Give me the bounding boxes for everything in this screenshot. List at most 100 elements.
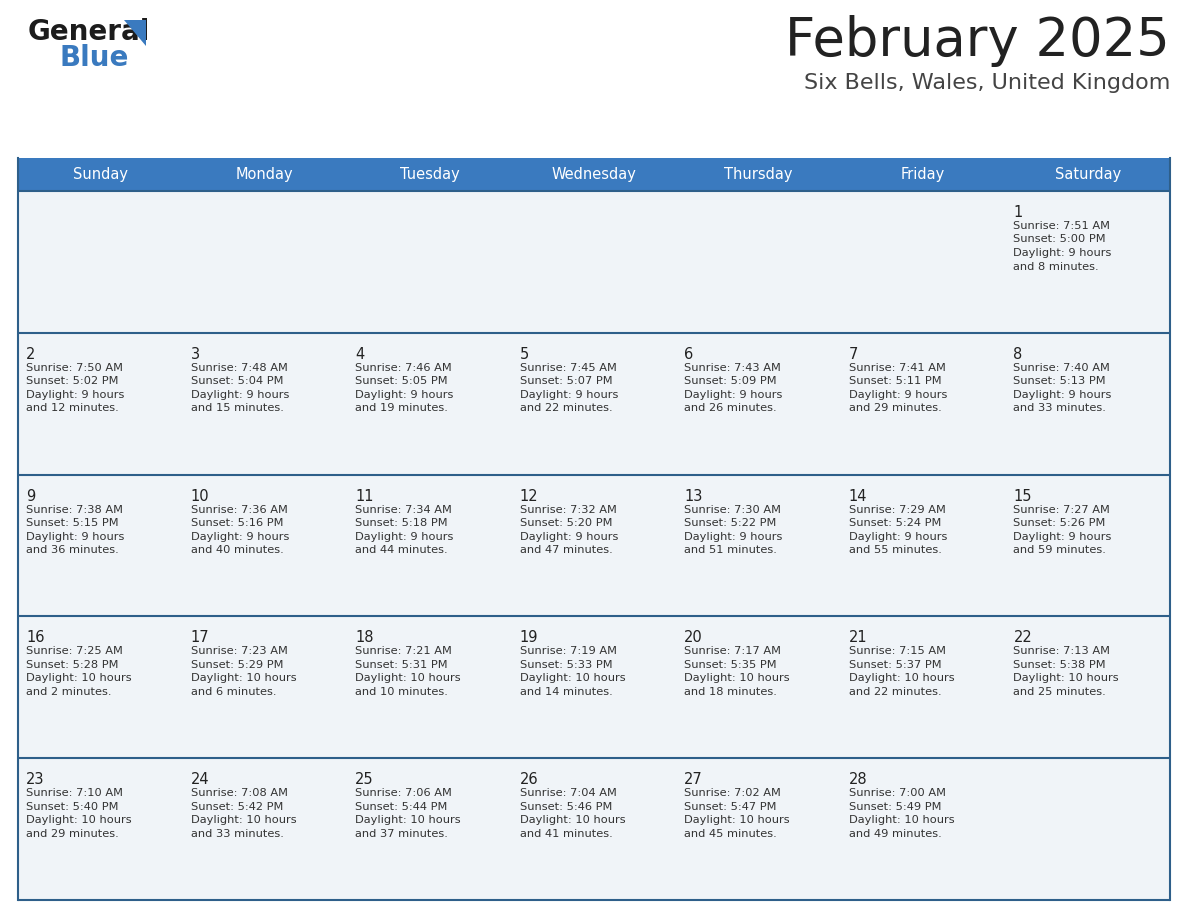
Text: 5: 5	[519, 347, 529, 362]
Text: 7: 7	[849, 347, 858, 362]
Text: Daylight: 9 hours: Daylight: 9 hours	[26, 390, 125, 400]
Text: Sunrise: 7:10 AM: Sunrise: 7:10 AM	[26, 789, 124, 798]
Text: Sunday: Sunday	[72, 167, 128, 182]
Text: 22: 22	[1013, 631, 1032, 645]
Text: Sunrise: 7:02 AM: Sunrise: 7:02 AM	[684, 789, 782, 798]
Text: Sunrise: 7:34 AM: Sunrise: 7:34 AM	[355, 505, 451, 515]
Text: Sunrise: 7:21 AM: Sunrise: 7:21 AM	[355, 646, 451, 656]
Bar	[18, 616, 1170, 758]
Text: 16: 16	[26, 631, 44, 645]
Text: and 10 minutes.: and 10 minutes.	[355, 687, 448, 697]
Text: 20: 20	[684, 631, 703, 645]
Text: 28: 28	[849, 772, 867, 788]
Text: 12: 12	[519, 488, 538, 504]
Text: Daylight: 10 hours: Daylight: 10 hours	[519, 815, 625, 825]
Text: Sunset: 5:15 PM: Sunset: 5:15 PM	[26, 518, 119, 528]
Text: and 33 minutes.: and 33 minutes.	[1013, 403, 1106, 413]
Text: Sunrise: 7:45 AM: Sunrise: 7:45 AM	[519, 363, 617, 373]
Text: and 51 minutes.: and 51 minutes.	[684, 545, 777, 555]
Text: Sunrise: 7:32 AM: Sunrise: 7:32 AM	[519, 505, 617, 515]
Text: and 59 minutes.: and 59 minutes.	[1013, 545, 1106, 555]
Text: Sunrise: 7:25 AM: Sunrise: 7:25 AM	[26, 646, 122, 656]
Text: 26: 26	[519, 772, 538, 788]
Text: Daylight: 9 hours: Daylight: 9 hours	[849, 390, 947, 400]
Text: Blue: Blue	[61, 44, 129, 72]
Text: Sunset: 5:37 PM: Sunset: 5:37 PM	[849, 660, 941, 670]
Text: Sunset: 5:20 PM: Sunset: 5:20 PM	[519, 518, 612, 528]
Bar	[18, 191, 1170, 333]
Text: 15: 15	[1013, 488, 1032, 504]
Text: 2: 2	[26, 347, 36, 362]
Text: Sunrise: 7:36 AM: Sunrise: 7:36 AM	[190, 505, 287, 515]
Text: and 45 minutes.: and 45 minutes.	[684, 829, 777, 839]
Text: Sunset: 5:38 PM: Sunset: 5:38 PM	[1013, 660, 1106, 670]
Text: Sunset: 5:13 PM: Sunset: 5:13 PM	[1013, 376, 1106, 386]
Text: Sunset: 5:00 PM: Sunset: 5:00 PM	[1013, 234, 1106, 244]
Text: 9: 9	[26, 488, 36, 504]
Text: Sunset: 5:02 PM: Sunset: 5:02 PM	[26, 376, 119, 386]
Text: Sunrise: 7:15 AM: Sunrise: 7:15 AM	[849, 646, 946, 656]
Text: Sunset: 5:11 PM: Sunset: 5:11 PM	[849, 376, 941, 386]
Text: and 18 minutes.: and 18 minutes.	[684, 687, 777, 697]
Text: Daylight: 9 hours: Daylight: 9 hours	[1013, 248, 1112, 258]
Text: Sunset: 5:33 PM: Sunset: 5:33 PM	[519, 660, 612, 670]
Text: Sunset: 5:09 PM: Sunset: 5:09 PM	[684, 376, 777, 386]
Bar	[18, 333, 1170, 475]
Text: Monday: Monday	[236, 167, 293, 182]
Text: Sunset: 5:16 PM: Sunset: 5:16 PM	[190, 518, 283, 528]
Text: Sunrise: 7:17 AM: Sunrise: 7:17 AM	[684, 646, 782, 656]
Text: and 6 minutes.: and 6 minutes.	[190, 687, 276, 697]
Text: Daylight: 9 hours: Daylight: 9 hours	[190, 390, 289, 400]
Text: 8: 8	[1013, 347, 1023, 362]
Text: 1: 1	[1013, 205, 1023, 220]
Text: Sunset: 5:46 PM: Sunset: 5:46 PM	[519, 801, 612, 812]
Text: Daylight: 10 hours: Daylight: 10 hours	[1013, 674, 1119, 683]
Text: 4: 4	[355, 347, 365, 362]
Text: Sunset: 5:29 PM: Sunset: 5:29 PM	[190, 660, 283, 670]
Text: 21: 21	[849, 631, 867, 645]
Text: Daylight: 10 hours: Daylight: 10 hours	[190, 815, 296, 825]
Text: 25: 25	[355, 772, 374, 788]
Text: and 44 minutes.: and 44 minutes.	[355, 545, 448, 555]
Text: Daylight: 10 hours: Daylight: 10 hours	[519, 674, 625, 683]
Text: and 25 minutes.: and 25 minutes.	[1013, 687, 1106, 697]
Text: Sunset: 5:49 PM: Sunset: 5:49 PM	[849, 801, 941, 812]
Text: 10: 10	[190, 488, 209, 504]
Bar	[18, 758, 1170, 900]
Bar	[18, 158, 1170, 191]
Text: Daylight: 9 hours: Daylight: 9 hours	[190, 532, 289, 542]
Text: and 49 minutes.: and 49 minutes.	[849, 829, 942, 839]
Text: and 12 minutes.: and 12 minutes.	[26, 403, 119, 413]
Bar	[18, 475, 1170, 616]
Text: Sunset: 5:07 PM: Sunset: 5:07 PM	[519, 376, 612, 386]
Text: Sunset: 5:42 PM: Sunset: 5:42 PM	[190, 801, 283, 812]
Text: Daylight: 10 hours: Daylight: 10 hours	[26, 815, 132, 825]
Text: 3: 3	[190, 347, 200, 362]
Text: Sunrise: 7:23 AM: Sunrise: 7:23 AM	[190, 646, 287, 656]
Text: Wednesday: Wednesday	[551, 167, 637, 182]
Text: Sunset: 5:47 PM: Sunset: 5:47 PM	[684, 801, 777, 812]
Text: Sunset: 5:44 PM: Sunset: 5:44 PM	[355, 801, 448, 812]
Text: Daylight: 10 hours: Daylight: 10 hours	[849, 815, 954, 825]
Text: Daylight: 9 hours: Daylight: 9 hours	[684, 532, 783, 542]
Text: 24: 24	[190, 772, 209, 788]
Text: 18: 18	[355, 631, 374, 645]
Text: 19: 19	[519, 631, 538, 645]
Text: Sunrise: 7:48 AM: Sunrise: 7:48 AM	[190, 363, 287, 373]
Text: Sunset: 5:22 PM: Sunset: 5:22 PM	[684, 518, 777, 528]
Text: Daylight: 9 hours: Daylight: 9 hours	[355, 532, 454, 542]
Text: Sunset: 5:05 PM: Sunset: 5:05 PM	[355, 376, 448, 386]
Text: and 37 minutes.: and 37 minutes.	[355, 829, 448, 839]
Text: General: General	[29, 18, 151, 46]
Text: and 47 minutes.: and 47 minutes.	[519, 545, 613, 555]
Text: and 29 minutes.: and 29 minutes.	[26, 829, 119, 839]
Text: Sunset: 5:26 PM: Sunset: 5:26 PM	[1013, 518, 1106, 528]
Text: and 36 minutes.: and 36 minutes.	[26, 545, 119, 555]
Text: and 8 minutes.: and 8 minutes.	[1013, 262, 1099, 272]
Text: and 26 minutes.: and 26 minutes.	[684, 403, 777, 413]
Text: Daylight: 10 hours: Daylight: 10 hours	[849, 674, 954, 683]
Text: Sunrise: 7:41 AM: Sunrise: 7:41 AM	[849, 363, 946, 373]
Text: Sunrise: 7:43 AM: Sunrise: 7:43 AM	[684, 363, 782, 373]
Text: Sunrise: 7:06 AM: Sunrise: 7:06 AM	[355, 789, 451, 798]
Text: Sunrise: 7:46 AM: Sunrise: 7:46 AM	[355, 363, 451, 373]
